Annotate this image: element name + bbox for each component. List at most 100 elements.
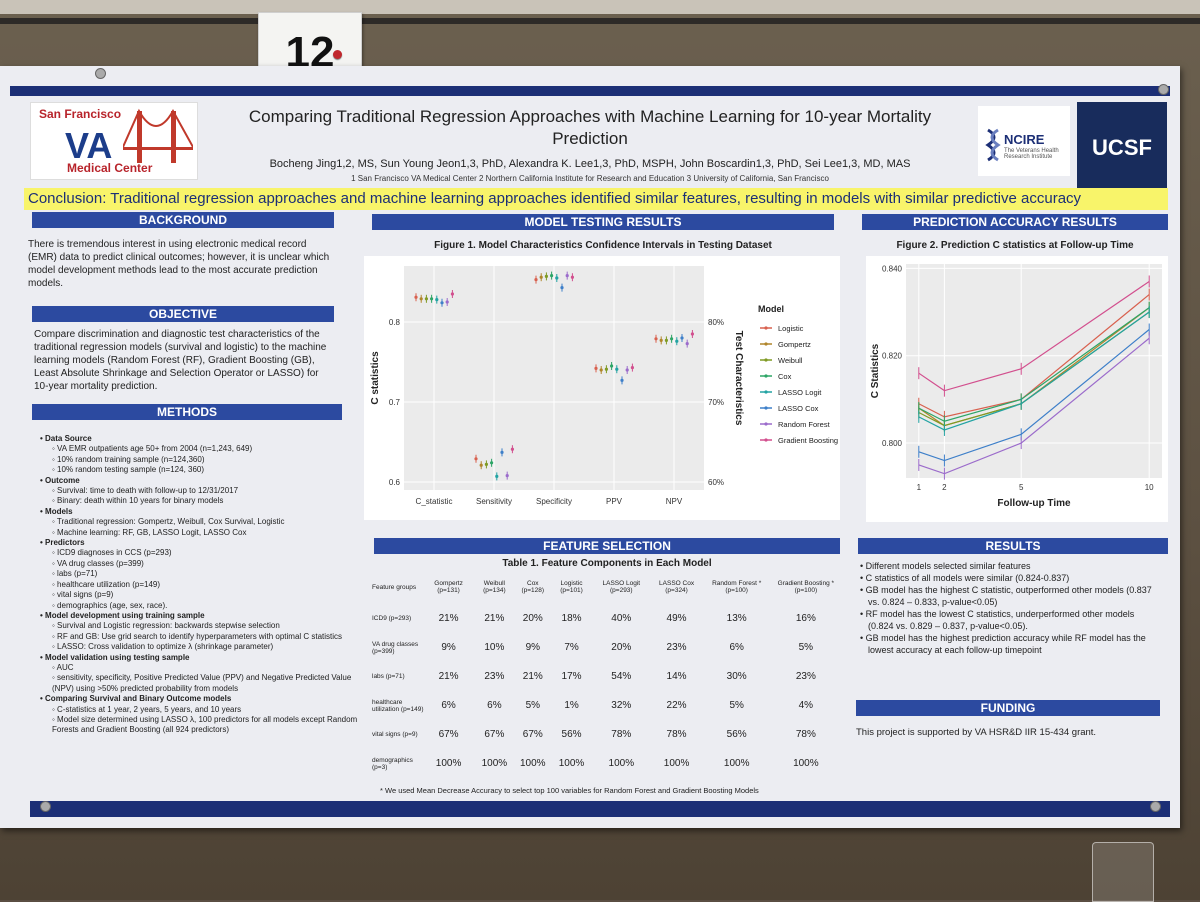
methods-line: ◦ C-statistics at 1 year, 2 years, 5 yea…	[52, 704, 242, 714]
table-cell: 23%	[484, 671, 505, 682]
table-cell: 20%	[522, 613, 543, 624]
fig1-legend-dot	[764, 374, 768, 378]
fig1-point	[654, 337, 658, 341]
feature-table: Feature groups Gompertz (p=131) Weibull (p…	[372, 570, 842, 778]
results-bullet: • RF model has the lowest C statistics, …	[860, 609, 1135, 631]
va-logo-bottom-text: Medical Center	[67, 161, 153, 175]
fig2-series-line	[918, 307, 1150, 422]
fig1-legend-label: Random Forest	[778, 420, 831, 429]
table-header-cell: Cox (p=128)	[521, 580, 545, 594]
prediction-accuracy-heading: PREDICTION ACCURACY RESULTS	[862, 214, 1168, 230]
table-cell: 1%	[564, 700, 579, 711]
methods-line: ◦ VA drug classes (p=399)	[52, 558, 144, 568]
fig1-point	[479, 463, 483, 467]
poster-top-bar	[10, 86, 1170, 96]
fig1-point	[445, 300, 449, 304]
fig1-ytick-right-label: 60%	[708, 478, 724, 487]
fig2-series-line	[918, 294, 1150, 418]
poster-bottom-bar	[30, 801, 1170, 817]
table-row: vital signs (p=9) 67% 67% 67% 56% 78% 78% 56% 78…	[372, 720, 842, 749]
fig1-point	[555, 276, 559, 280]
methods-line: ◦ vital signs (p=9)	[52, 590, 114, 600]
fig1-point	[630, 366, 634, 370]
fig1-point	[500, 450, 504, 454]
table-cell: 23%	[666, 642, 687, 653]
objective-heading: OBJECTIVE	[32, 306, 334, 322]
figure1-chart: 0.6 60% 0.7 70% 0.8 80% C_statistic Sensitivity…	[370, 266, 838, 506]
fig1-ytick-label: 0.6	[389, 478, 401, 487]
sf-va-logo: San Francisco VA Medical Center	[30, 102, 198, 180]
table-cell: 21%	[484, 613, 505, 624]
table-cell: 67%	[522, 729, 543, 740]
results-list: • Different models selected similar feat…	[858, 560, 1158, 656]
fig1-legend-dot	[764, 422, 768, 426]
fig1-point	[474, 457, 478, 461]
table-cell: 21%	[522, 671, 543, 682]
fig1-point	[484, 462, 488, 466]
poster: San Francisco VA Medical Center Comparin…	[0, 66, 1180, 828]
fig1-ylabel: C statistics	[370, 351, 381, 405]
table-row: healthcare utilization (p=149) 6% 6% 5% 1% 32…	[372, 691, 842, 720]
fig1-point	[414, 295, 418, 299]
fig1-point	[680, 336, 684, 340]
funding-heading: FUNDING	[856, 700, 1160, 716]
table-cell: 49%	[666, 613, 687, 624]
feature-selection-heading: FEATURE SELECTION	[374, 538, 840, 554]
methods-heading: METHODS	[32, 404, 342, 420]
table-cell: 100%	[723, 758, 750, 769]
fig1-point	[550, 274, 554, 278]
table-row-label: demographics (p=3)	[372, 756, 413, 771]
table-cell: 100%	[663, 758, 690, 769]
va-logo-top-text: San Francisco	[39, 107, 122, 121]
fig1-point	[685, 342, 689, 346]
table-cell: 78%	[666, 729, 687, 740]
fig1-point	[419, 297, 423, 301]
figure2-title: Figure 2. Prediction C statistics at Fol…	[896, 240, 1134, 251]
fig1-point	[510, 447, 514, 451]
number-card-pin	[333, 50, 342, 59]
table-cell: 40%	[611, 613, 632, 624]
fig1-point	[604, 367, 608, 371]
figure2-chart: 0.800 0.820 0.840 1 2 5 10 C Statistics Follow-u…	[870, 264, 1162, 509]
table-cell: 13%	[726, 613, 747, 624]
fig2-xtick-label: 5	[1019, 483, 1024, 492]
methods-list: • Data Source ◦ VA EMR outpatients age 50…	[32, 434, 362, 736]
fig1-ytick-right-label: 80%	[708, 318, 724, 327]
table-row-label: VA drug classes (p=399)	[372, 640, 419, 655]
fig1-point	[690, 332, 694, 336]
methods-line: ◦ sensitivity, specificity, Positive Pre…	[52, 673, 352, 693]
table-header-cell: Logistic (p=101)	[560, 580, 583, 594]
table-cell: 100%	[793, 758, 819, 769]
table-cell: 21%	[438, 671, 459, 682]
golden-gate-bridge-icon	[123, 108, 193, 163]
table-header-cell: Gradient Boosting * (p=100)	[777, 580, 835, 594]
fig1-legend-label: Gompertz	[778, 340, 811, 349]
fig1-legend-label: Gradient Boosting	[778, 436, 838, 445]
fig2-ylabel: C Statistics	[870, 343, 881, 398]
table-row-label: vital signs (p=9)	[372, 731, 418, 738]
table-cell: 16%	[795, 613, 816, 624]
fig2-ytick-label: 0.800	[882, 439, 903, 448]
objective-text: Compare discrimination and diagnostic te…	[34, 329, 327, 392]
fig1-point	[599, 368, 603, 372]
table-cell: 5%	[525, 700, 541, 711]
results-bullet: • Different models selected similar feat…	[860, 561, 1031, 571]
fig2-xtick-label: 2	[942, 483, 947, 492]
fig1-point	[544, 274, 548, 278]
fig1-point	[625, 368, 629, 372]
table-header-cell: LASSO Cox (p=324)	[659, 580, 695, 594]
fig1-point	[450, 292, 454, 296]
results-heading: RESULTS	[858, 538, 1168, 554]
ncire-name: NCIRE	[1004, 132, 1045, 147]
table-header-cell: Random Forest * (p=100)	[712, 580, 762, 594]
poster-title: Comparing Traditional Regression Approac…	[248, 107, 932, 148]
figure2-box: 0.800 0.820 0.840 1 2 5 10 C Statistics Follow-u…	[866, 256, 1168, 522]
table-cell: 30%	[726, 671, 747, 682]
table-header-cell: LASSO Logit (p=293)	[602, 580, 641, 594]
fig2-xlabel: Follow-up Time	[997, 498, 1071, 509]
table-cell: 18%	[561, 613, 582, 624]
table-cell: 10%	[484, 642, 505, 653]
fig1-point	[670, 337, 674, 341]
table-row-label: healthcare utilization (p=149)	[372, 698, 424, 713]
methods-line: • Outcome	[40, 475, 80, 485]
